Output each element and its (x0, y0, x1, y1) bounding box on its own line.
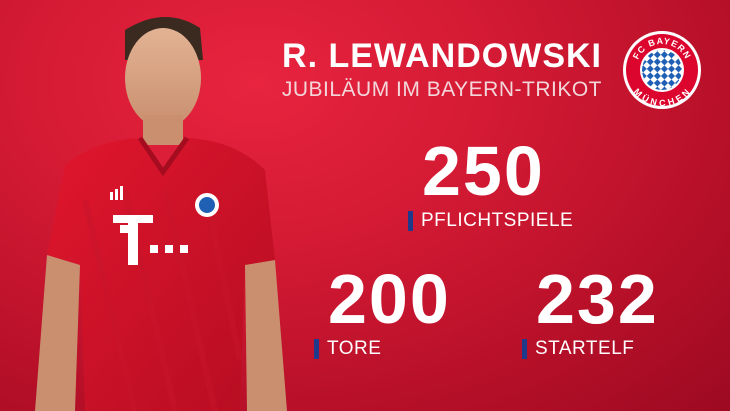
player-name: R. LEWANDOWSKI (282, 37, 602, 75)
stat-appearances: 250 PFLICHTSPIELE (408, 136, 573, 232)
accent-bar (408, 211, 413, 231)
accent-bar (522, 339, 527, 359)
stat-value: 200 (328, 260, 451, 338)
player-image (35, 16, 287, 411)
stat-label: PFLICHTSPIELE (421, 210, 574, 231)
stat-label: STARTELF (535, 338, 635, 359)
stat-starts: 232 STARTELF (522, 264, 659, 360)
header: R. LEWANDOWSKI JUBILÄUM IM BAYERN-TRIKOT (282, 38, 602, 102)
fc-bayern-crest-icon: FC BAYERN MÜNCHEN (623, 31, 701, 109)
subtitle: JUBILÄUM IM BAYERN-TRIKOT (281, 78, 602, 101)
stat-goals: 200 TORE (314, 264, 451, 360)
stat-label: TORE (327, 338, 382, 359)
stat-value: 250 (422, 132, 545, 210)
stat-value: 232 (536, 260, 659, 338)
accent-bar (314, 339, 319, 359)
